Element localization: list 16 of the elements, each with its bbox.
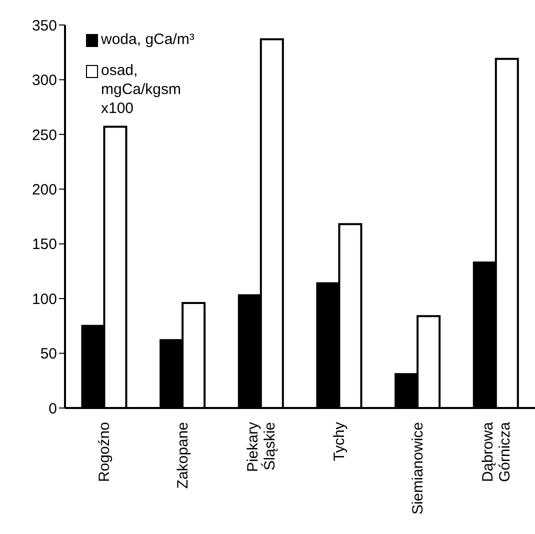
x-tick-label: Siemianowice — [410, 422, 426, 515]
legend-label: osad, mgCa/kgsm x100 — [101, 61, 182, 118]
x-tick-label: Zakopane — [174, 422, 192, 489]
x-tick-label: Tychy — [331, 422, 348, 462]
y-tick-label: 0 — [48, 400, 57, 418]
legend-label: woda, gCa/m³ — [101, 30, 196, 49]
x-tick-label: Piekary Śląskie — [244, 422, 278, 472]
y-tick-label: 100 — [32, 290, 57, 308]
y-tick-label: 350 — [32, 17, 57, 34]
x-tick-label: Rogoźno — [96, 422, 114, 482]
y-tick-label: 300 — [32, 72, 57, 90]
y-tick-label: 250 — [32, 126, 57, 144]
y-tick-label: 50 — [40, 346, 57, 363]
y-tick-label: 200 — [32, 181, 57, 198]
y-tick-label: 150 — [32, 236, 57, 254]
x-tick-label: Dąbrowa Górnicza — [479, 421, 514, 482]
